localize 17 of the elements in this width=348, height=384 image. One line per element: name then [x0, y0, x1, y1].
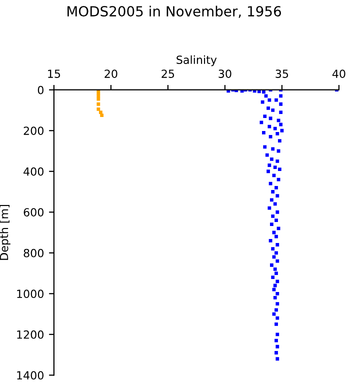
x-tick-label: 25 [162, 70, 174, 78]
x-tick-label: 15 [48, 70, 60, 78]
x-tick-label: 40 [332, 70, 346, 78]
x-tick-label: 30 [218, 70, 232, 78]
y-tick-label: 0 [38, 86, 44, 94]
y-tick-label: 600 [24, 208, 44, 217]
y-axis-title: Depth [m] [0, 205, 10, 260]
y-tick-label: 1000 [17, 290, 44, 298]
chart-title: MODS2005 in November, 1956 [68, 6, 281, 18]
x-tick-label: 35 [276, 70, 288, 78]
x-tick-label: 20 [104, 70, 118, 78]
y-tick-label: 1400 [17, 371, 44, 380]
y-tick-label: 800 [24, 248, 44, 258]
y-tick-label: 1200 [17, 330, 44, 339]
y-tick-label: 200 [24, 126, 44, 135]
y-tick-label: 400 [24, 167, 44, 176]
x-axis-title: Salinity [176, 55, 217, 66]
